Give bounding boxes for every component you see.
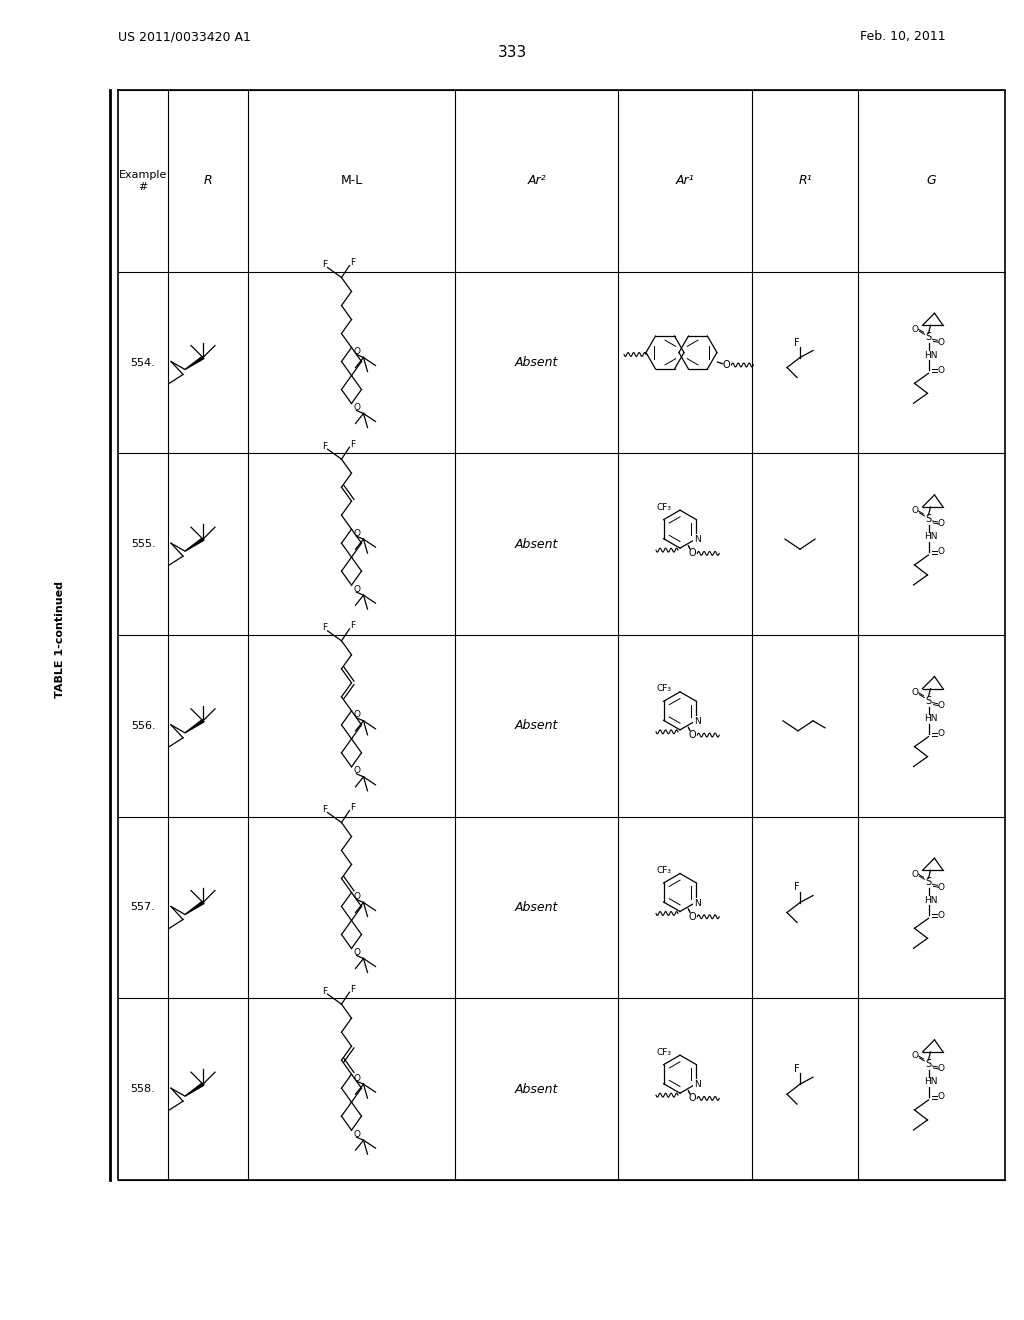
Text: R¹: R¹ [798, 174, 812, 187]
Text: O: O [723, 360, 730, 370]
Text: N: N [694, 535, 700, 544]
Text: O: O [912, 688, 919, 697]
Text: O: O [688, 912, 696, 921]
Text: HN: HN [924, 1077, 937, 1086]
Text: G: G [927, 174, 936, 187]
Text: O: O [353, 347, 360, 356]
Text: O: O [912, 1052, 919, 1060]
Text: Absent: Absent [515, 1082, 558, 1096]
Text: 333: 333 [498, 45, 526, 59]
Text: 554.: 554. [131, 358, 156, 367]
Text: F: F [322, 805, 327, 814]
Text: O: O [688, 548, 696, 558]
Text: S: S [926, 878, 932, 887]
Text: O: O [912, 870, 919, 879]
Text: O: O [938, 701, 945, 710]
Text: Absent: Absent [515, 356, 558, 370]
Text: R: R [204, 174, 212, 187]
Text: Absent: Absent [515, 902, 558, 913]
Text: F: F [322, 260, 327, 269]
Text: O: O [912, 325, 919, 334]
Text: O: O [353, 1130, 360, 1139]
Text: S: S [926, 513, 932, 524]
Text: O: O [688, 730, 696, 741]
Text: S: S [926, 696, 932, 706]
Text: N: N [694, 899, 700, 908]
Text: O: O [353, 892, 360, 902]
Text: O: O [353, 710, 360, 719]
Text: HN: HN [924, 351, 937, 360]
Text: N: N [694, 717, 700, 726]
Polygon shape [185, 1084, 204, 1096]
Text: O: O [937, 1093, 944, 1101]
Text: O: O [937, 911, 944, 920]
Text: HN: HN [924, 714, 937, 723]
Text: F: F [795, 1064, 800, 1074]
Text: F: F [322, 442, 327, 450]
Text: F: F [350, 803, 355, 812]
Text: 557.: 557. [131, 903, 156, 912]
Text: F: F [350, 622, 355, 631]
Text: S: S [926, 1059, 932, 1069]
Text: F: F [795, 338, 800, 347]
Text: Example
#: Example # [119, 170, 167, 191]
Text: M-L: M-L [340, 174, 362, 187]
Text: O: O [688, 1093, 696, 1104]
Text: Absent: Absent [515, 537, 558, 550]
Text: HN: HN [924, 896, 937, 904]
Text: Absent: Absent [515, 719, 558, 733]
Text: S: S [926, 333, 932, 342]
Text: 556.: 556. [131, 721, 156, 731]
Text: O: O [937, 729, 944, 738]
Text: O: O [937, 366, 944, 375]
Text: CF₃: CF₃ [656, 866, 671, 875]
Text: O: O [353, 403, 360, 412]
Text: F: F [795, 883, 800, 892]
Polygon shape [185, 902, 204, 915]
Text: Feb. 10, 2011: Feb. 10, 2011 [860, 30, 945, 44]
Text: F: F [322, 986, 327, 995]
Text: CF₃: CF₃ [656, 503, 671, 512]
Text: O: O [353, 585, 360, 594]
Text: N: N [694, 1080, 700, 1089]
Text: O: O [353, 767, 360, 775]
Text: O: O [937, 548, 944, 557]
Text: O: O [353, 529, 360, 537]
Polygon shape [185, 539, 204, 552]
Text: 555.: 555. [131, 539, 156, 549]
Text: CF₃: CF₃ [656, 1048, 671, 1057]
Text: O: O [938, 883, 945, 892]
Text: F: F [350, 257, 355, 267]
Text: F: F [350, 985, 355, 994]
Text: Ar¹: Ar¹ [676, 174, 694, 187]
Text: 558.: 558. [131, 1084, 156, 1094]
Text: HN: HN [924, 532, 937, 541]
Text: O: O [912, 507, 919, 516]
Text: F: F [322, 623, 327, 632]
Polygon shape [185, 356, 204, 370]
Text: CF₃: CF₃ [656, 684, 671, 693]
Polygon shape [185, 719, 204, 733]
Text: O: O [938, 338, 945, 347]
Text: O: O [353, 948, 360, 957]
Text: O: O [353, 1073, 360, 1082]
Text: US 2011/0033420 A1: US 2011/0033420 A1 [118, 30, 251, 44]
Text: Ar²: Ar² [527, 174, 546, 187]
Text: TABLE 1-continued: TABLE 1-continued [55, 582, 65, 698]
Text: O: O [938, 520, 945, 528]
Text: O: O [938, 1064, 945, 1073]
Text: F: F [350, 440, 355, 449]
